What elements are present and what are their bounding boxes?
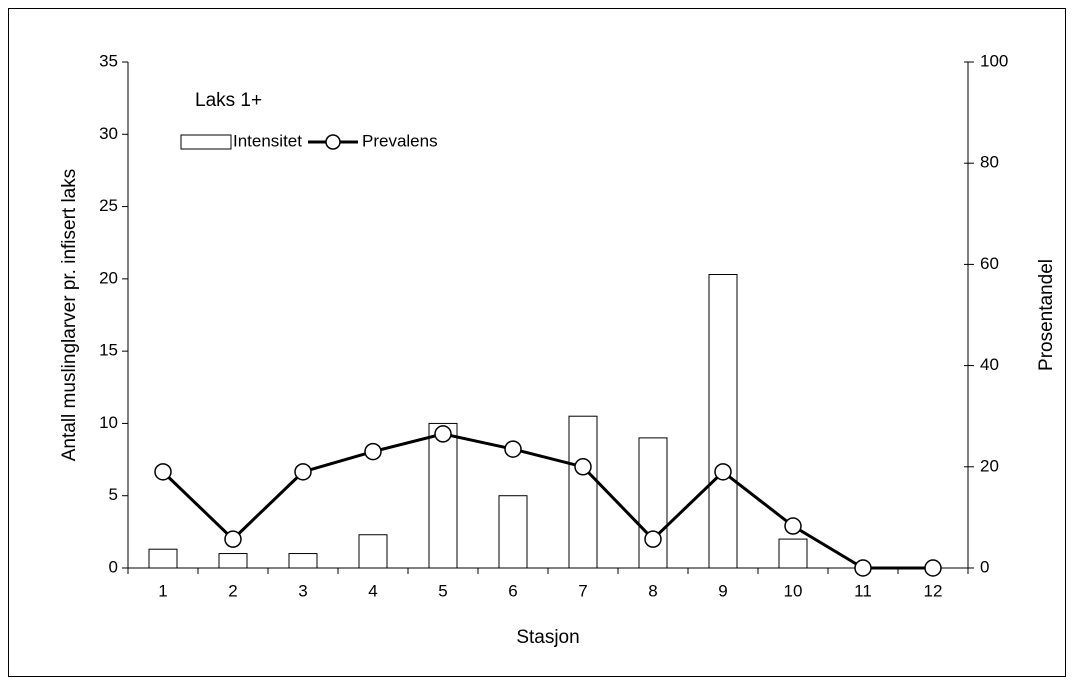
prevalence-marker xyxy=(574,458,592,476)
y-tick-label: 20 xyxy=(99,268,118,287)
y-tick-label: 0 xyxy=(109,557,118,576)
x-tick-label: 10 xyxy=(784,581,803,600)
y2-tick-label: 100 xyxy=(980,51,1008,70)
x-tick-label: 9 xyxy=(718,581,727,600)
prevalence-marker xyxy=(504,440,522,458)
y-tick-label: 15 xyxy=(99,341,118,360)
y-tick-label: 5 xyxy=(109,485,118,504)
prevalence-marker xyxy=(434,425,452,443)
x-tick-label: 7 xyxy=(578,581,587,600)
y-tick-label: 35 xyxy=(99,51,118,70)
annotation: Laks 1+ xyxy=(195,90,262,111)
y2-tick-label: 80 xyxy=(980,153,999,172)
prevalence-marker xyxy=(854,559,872,577)
y-tick-label: 30 xyxy=(99,124,118,143)
bar xyxy=(428,422,458,569)
legend-label: Prevalens xyxy=(362,131,438,150)
prevalence-marker xyxy=(154,463,172,481)
bar xyxy=(148,548,178,569)
prevalence-marker xyxy=(364,442,382,461)
legend-marker xyxy=(325,134,341,150)
x-tick-label: 2 xyxy=(228,581,237,600)
bar xyxy=(288,553,318,569)
bar xyxy=(358,534,388,569)
prevalence-marker xyxy=(224,530,242,548)
y2-axis-label: Prosentandel xyxy=(1036,259,1057,371)
x-tick-label: 6 xyxy=(508,581,517,600)
prevalence-marker xyxy=(294,463,312,481)
y2-tick-label: 60 xyxy=(980,254,999,273)
prevalence-marker xyxy=(784,517,802,535)
prevalence-marker xyxy=(924,559,942,577)
x-tick-label: 12 xyxy=(924,581,943,600)
y2-tick-label: 20 xyxy=(980,456,999,475)
bar xyxy=(778,538,808,569)
y-axis-label: Antall muslinglarver pr. infisert laks xyxy=(59,169,80,462)
prevalence-marker xyxy=(644,530,662,548)
x-tick-label: 8 xyxy=(648,581,657,600)
y-tick-label: 25 xyxy=(99,196,118,215)
x-axis-label: Stasjon xyxy=(516,627,579,648)
bar xyxy=(498,495,528,569)
prevalence-marker xyxy=(714,463,732,481)
prevalence-line xyxy=(161,432,933,570)
x-tick-label: 4 xyxy=(368,581,377,600)
y-tick-label: 10 xyxy=(99,413,118,432)
x-tick-label: 1 xyxy=(158,581,167,600)
y2-tick-label: 0 xyxy=(980,557,989,576)
x-tick-label: 5 xyxy=(438,581,447,600)
bar xyxy=(638,437,668,569)
bar xyxy=(218,553,248,569)
bar xyxy=(708,274,738,569)
legend-swatch xyxy=(180,134,232,150)
x-tick-label: 3 xyxy=(298,581,307,600)
x-tick-label: 11 xyxy=(854,581,872,600)
legend-label: Intensitet xyxy=(233,131,302,150)
bar xyxy=(568,415,598,569)
y2-tick-label: 40 xyxy=(980,355,999,374)
frame xyxy=(8,8,1066,677)
